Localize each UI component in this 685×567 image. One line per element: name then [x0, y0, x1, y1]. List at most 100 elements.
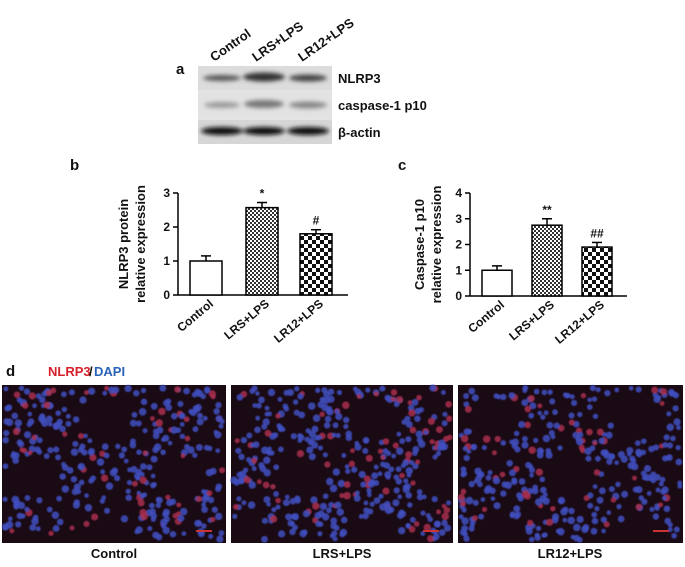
- cell: [546, 421, 554, 429]
- cell: [79, 396, 87, 404]
- cell: [514, 511, 522, 518]
- cell: [402, 484, 409, 490]
- cell: [418, 440, 426, 448]
- cell: [102, 390, 108, 396]
- cell: [43, 453, 50, 460]
- cell: [84, 390, 89, 395]
- cell: [169, 531, 177, 538]
- cell: [60, 391, 67, 398]
- cell: [308, 453, 316, 461]
- cell: [568, 412, 575, 419]
- cell: [465, 496, 474, 505]
- cell: [377, 448, 384, 454]
- y-tick-label: 0: [163, 288, 170, 302]
- band: [243, 72, 285, 82]
- cell: [342, 416, 350, 424]
- cell: [396, 431, 402, 437]
- cell: [196, 520, 203, 527]
- cell: [365, 454, 373, 462]
- cell: [552, 409, 558, 416]
- cell: [88, 449, 94, 456]
- cell: [280, 427, 286, 432]
- significance-mark: *: [260, 187, 265, 201]
- cell: [373, 464, 379, 470]
- cell: [571, 399, 578, 407]
- cell: [264, 429, 272, 437]
- cell: [358, 514, 364, 519]
- cell: [491, 450, 497, 456]
- cell: [569, 394, 575, 400]
- cell: [577, 411, 583, 418]
- lane-label: LR12+LPS: [295, 15, 357, 65]
- band: [201, 127, 243, 135]
- cell: [267, 446, 272, 452]
- cell: [78, 479, 85, 486]
- cell: [643, 465, 652, 473]
- cell: [115, 443, 121, 450]
- cell: [323, 422, 331, 429]
- cell: [431, 495, 438, 503]
- cell: [27, 411, 33, 417]
- cell: [123, 458, 129, 464]
- cell: [201, 495, 209, 503]
- cell: [65, 420, 72, 427]
- cell: [468, 387, 476, 395]
- cell: [653, 395, 661, 404]
- cell: [525, 461, 532, 469]
- cell: [170, 412, 178, 420]
- cell: [593, 469, 601, 476]
- cell: [589, 385, 596, 392]
- cell: [9, 528, 15, 534]
- cell: [352, 386, 358, 392]
- cell: [13, 504, 19, 510]
- y-axis-label: Caspase-1 p10: [412, 199, 427, 290]
- micrograph: [230, 384, 453, 543]
- cell: [3, 386, 9, 392]
- cell: [61, 485, 70, 493]
- cell: [35, 393, 42, 399]
- cell: [215, 401, 222, 409]
- cell: [135, 526, 143, 534]
- cell: [269, 450, 275, 456]
- cell: [87, 438, 93, 444]
- cell: [250, 442, 256, 448]
- cell: [665, 455, 671, 461]
- cell: [562, 392, 569, 398]
- cell: [240, 436, 248, 444]
- cell: [298, 434, 305, 441]
- cell: [659, 400, 665, 406]
- cell: [492, 476, 501, 485]
- cell: [366, 492, 372, 498]
- cell: [558, 498, 564, 504]
- cell: [405, 451, 413, 459]
- cell: [254, 426, 261, 434]
- cell: [89, 453, 97, 462]
- cell: [409, 426, 417, 434]
- cell: [606, 458, 613, 465]
- cell: [267, 388, 276, 397]
- stain-label: DAPI: [94, 364, 125, 379]
- cell: [466, 448, 472, 454]
- cell: [167, 440, 173, 446]
- cell: [236, 471, 243, 478]
- cell: [342, 401, 350, 410]
- cell: [62, 431, 68, 437]
- cell: [73, 483, 81, 491]
- cell: [41, 420, 49, 427]
- cell: [114, 475, 121, 482]
- cell: [84, 493, 89, 498]
- cell: [463, 393, 470, 400]
- cell: [432, 533, 440, 541]
- cell: [572, 431, 579, 439]
- cell: [513, 430, 520, 437]
- cell: [466, 428, 473, 435]
- cell: [461, 524, 469, 532]
- cell: [662, 442, 669, 448]
- cell: [129, 419, 137, 427]
- cell: [278, 530, 286, 538]
- cell: [438, 529, 446, 536]
- cell: [52, 422, 60, 429]
- cell: [140, 398, 148, 406]
- bar: [481, 269, 513, 297]
- cell: [540, 414, 546, 420]
